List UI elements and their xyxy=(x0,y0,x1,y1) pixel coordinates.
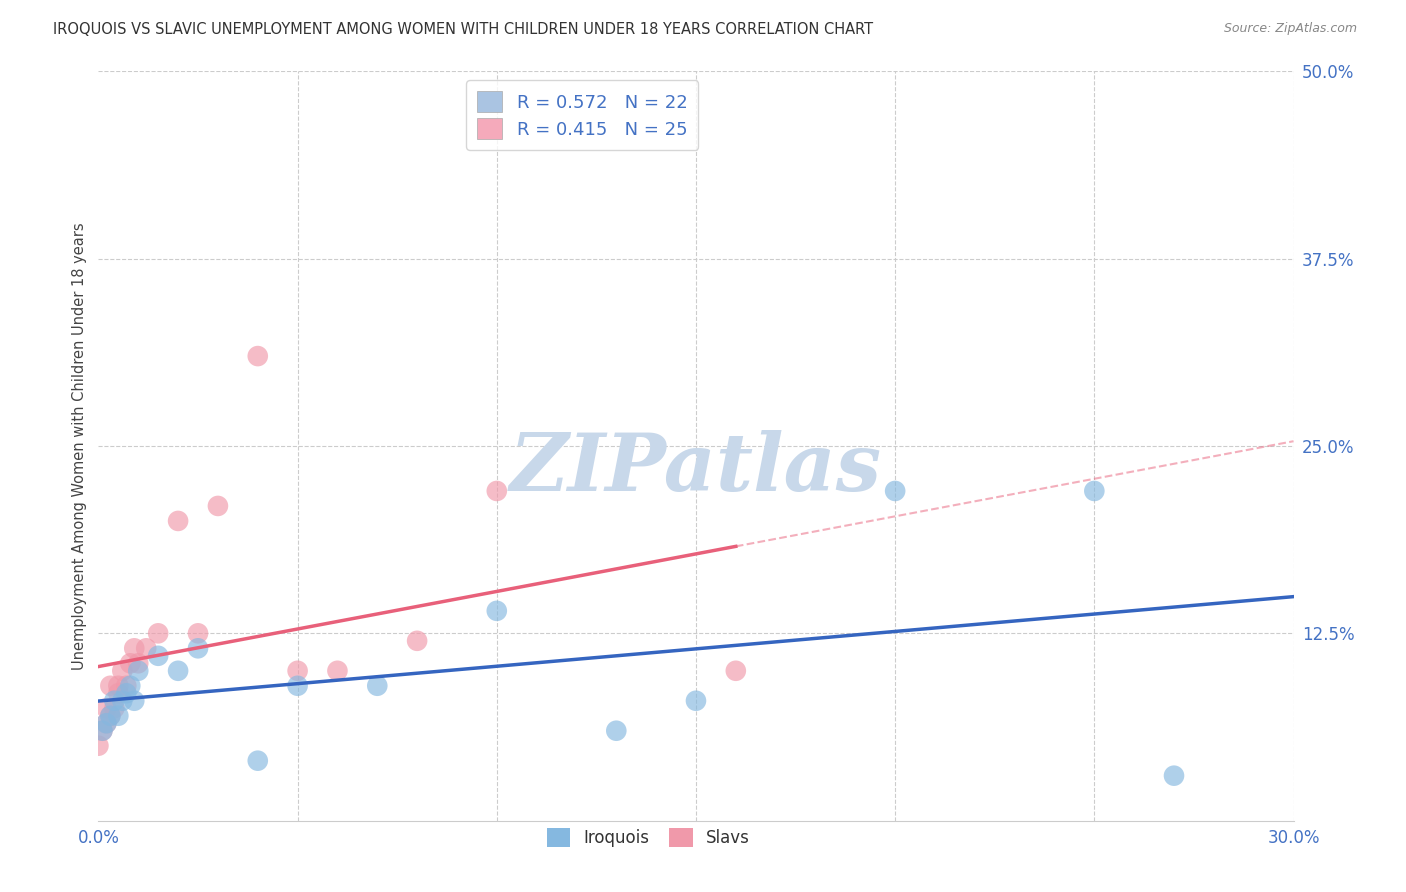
Point xyxy=(167,514,190,528)
Point xyxy=(96,716,118,731)
Point xyxy=(287,679,309,693)
Point xyxy=(135,641,157,656)
Point xyxy=(167,664,190,678)
Point xyxy=(127,664,149,678)
Point xyxy=(685,694,707,708)
Point xyxy=(884,483,907,498)
Point xyxy=(366,679,388,693)
Point xyxy=(605,723,627,738)
Point xyxy=(187,626,209,640)
Text: IROQUOIS VS SLAVIC UNEMPLOYMENT AMONG WOMEN WITH CHILDREN UNDER 18 YEARS CORRELA: IROQUOIS VS SLAVIC UNEMPLOYMENT AMONG WO… xyxy=(53,22,873,37)
Y-axis label: Unemployment Among Women with Children Under 18 years: Unemployment Among Women with Children U… xyxy=(72,222,87,670)
Point xyxy=(485,483,508,498)
Point xyxy=(111,664,134,678)
Text: ZIPatlas: ZIPatlas xyxy=(510,430,882,508)
Text: Source: ZipAtlas.com: Source: ZipAtlas.com xyxy=(1223,22,1357,36)
Point xyxy=(91,723,114,738)
Point xyxy=(111,694,134,708)
Point xyxy=(287,664,309,678)
Point xyxy=(120,657,142,671)
Point xyxy=(207,499,229,513)
Point xyxy=(724,664,747,678)
Point xyxy=(148,626,170,640)
Point xyxy=(107,679,129,693)
Point xyxy=(485,604,508,618)
Point xyxy=(326,664,349,678)
Point xyxy=(124,641,146,656)
Point xyxy=(107,708,129,723)
Point xyxy=(98,679,122,693)
Point xyxy=(91,723,114,738)
Point xyxy=(103,701,125,715)
Point xyxy=(246,349,269,363)
Point xyxy=(187,641,209,656)
Point xyxy=(406,633,429,648)
Point xyxy=(1163,769,1185,783)
Point xyxy=(148,648,170,663)
Point xyxy=(120,679,142,693)
Point xyxy=(96,701,118,715)
Point xyxy=(103,694,125,708)
Point xyxy=(98,708,122,723)
Legend: Iroquois, Slavs: Iroquois, Slavs xyxy=(540,821,756,854)
Point xyxy=(87,739,110,753)
Point xyxy=(1083,483,1105,498)
Point xyxy=(124,694,146,708)
Point xyxy=(107,686,129,700)
Point xyxy=(96,716,118,731)
Point xyxy=(115,679,138,693)
Point xyxy=(115,686,138,700)
Point xyxy=(127,657,149,671)
Point xyxy=(246,754,269,768)
Point xyxy=(98,708,122,723)
